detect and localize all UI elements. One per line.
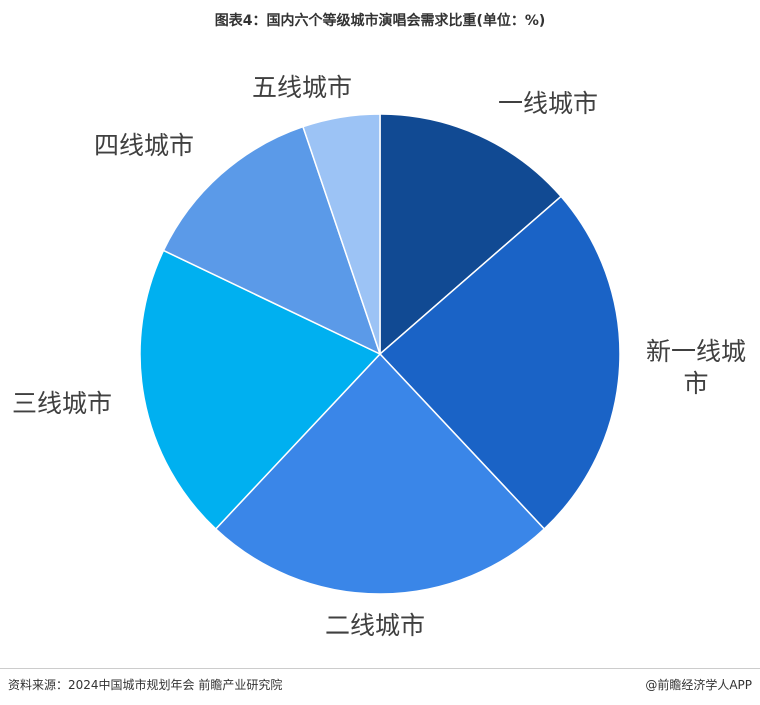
pie-slice — [378, 195, 621, 531]
pie-slice — [379, 113, 563, 356]
credit: @前瞻经济学人APP — [645, 678, 752, 692]
source-note: 资料来源：2024中国城市规划年会 前瞻产业研究院 — [8, 678, 283, 692]
pie-slice — [139, 249, 382, 531]
pie-slice — [214, 352, 546, 595]
slice-label: 一线城市 — [498, 89, 599, 118]
divider — [0, 668, 760, 669]
chart-title: 图表4：国内六个等级城市演唱会需求比重(单位：%) — [214, 13, 546, 29]
pie-slice — [302, 113, 381, 355]
slice-label: 二线城市 — [325, 611, 426, 640]
slice-label: 四线城市 — [94, 131, 195, 160]
slice-label: 新一线城市 — [645, 337, 746, 398]
slice-label: 三线城市 — [12, 389, 113, 418]
pie-slice — [162, 125, 382, 356]
slice-label: 五线城市 — [252, 73, 353, 102]
